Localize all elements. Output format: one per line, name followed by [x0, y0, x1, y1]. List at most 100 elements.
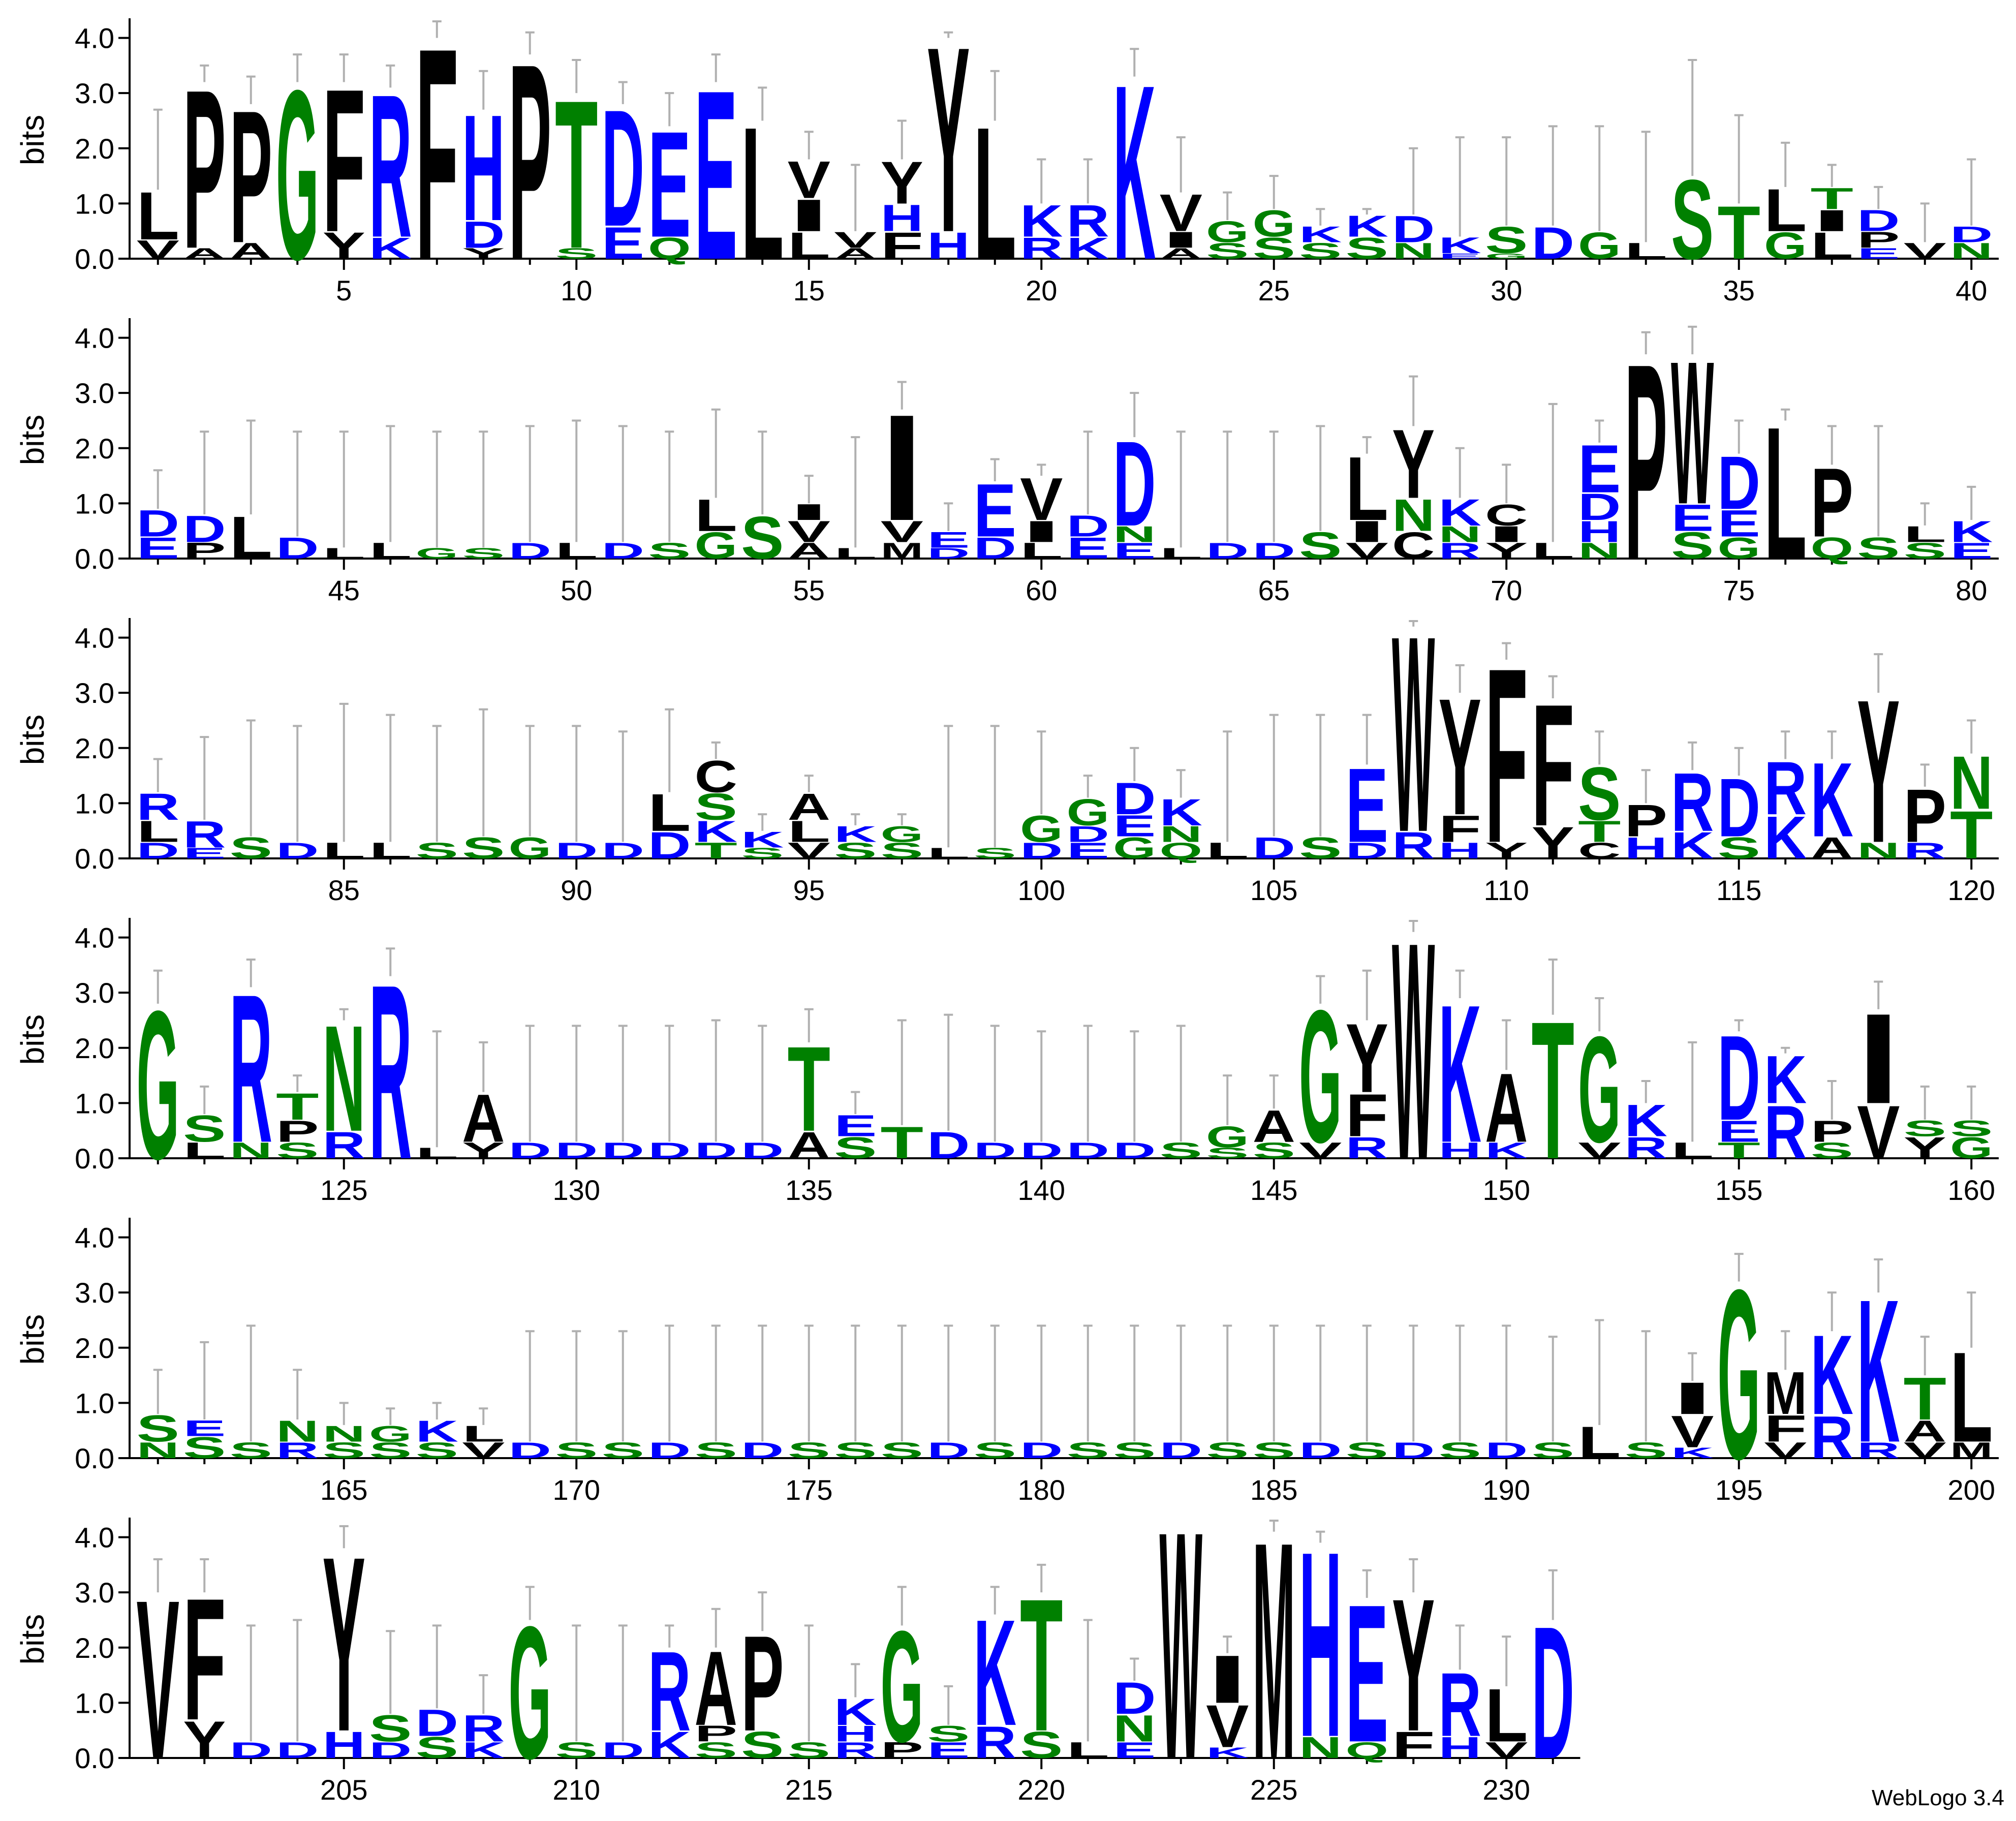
letter-S-pos-136: S	[834, 1131, 877, 1165]
letter-glyph: L	[369, 538, 412, 564]
logo-column-52: S	[648, 430, 691, 564]
letter-glyph: E	[1718, 503, 1760, 545]
logo-column-219: RK	[974, 1586, 1016, 1768]
letter-R-pos-116: R	[1764, 746, 1807, 830]
letter-L-pos-19: L	[974, 88, 1016, 299]
logo-column-19: L	[974, 70, 1016, 299]
letter-glyph: Y	[183, 1710, 226, 1770]
letter-E-pos-74: E	[1671, 497, 1714, 539]
y-tick-label: 3.0	[75, 977, 114, 1009]
letter-T-pos-93: T	[695, 838, 737, 863]
letter-glyph: F	[1346, 1082, 1388, 1149]
letter-L-pos-200: L	[1950, 1325, 1993, 1469]
letter-R-pos-69: R	[1439, 538, 1481, 564]
x-tick-label: 35	[1723, 274, 1755, 306]
logo-column-73: P	[1625, 306, 1667, 619]
letter-V-pos-199: V	[1904, 1438, 1946, 1463]
logo-column-74: SEW	[1671, 319, 1714, 567]
letter-G-pos-209: G	[509, 1587, 551, 1799]
letter-glyph: D	[1160, 1438, 1202, 1463]
letter-glyph: D	[1253, 831, 1295, 865]
letter-glyph: L	[788, 225, 830, 267]
letter-E-pos-75: E	[1718, 503, 1760, 545]
letter-D-pos-207: D	[416, 1702, 458, 1744]
logo-column-104: L	[1206, 730, 1249, 863]
letter-M-pos-57: M	[881, 538, 923, 564]
letter-glyph: K	[1439, 491, 1481, 534]
y-axis-label: bits	[14, 115, 51, 166]
x-tick-label: 185	[1250, 1474, 1297, 1506]
letter-glyph: D	[741, 1438, 784, 1463]
letter-glyph: L	[462, 1422, 505, 1447]
letter-G-pos-100: G	[1020, 808, 1063, 850]
letter-glyph: Y	[1904, 1131, 1946, 1165]
letter-K-pos-103: K	[1160, 791, 1202, 834]
letter-glyph: D	[276, 1738, 319, 1763]
letter-P-pos-73: P	[1625, 306, 1667, 619]
letter-glyph: S	[1439, 1438, 1481, 1463]
x-tick-label: 160	[1948, 1174, 1995, 1206]
letter-glyph: E	[1578, 431, 1621, 507]
letter-glyph: H	[1439, 838, 1481, 863]
letter-E-pos-72: E	[1578, 431, 1621, 507]
letter-glyph: D	[369, 1738, 412, 1763]
letter-glyph: H	[881, 197, 923, 239]
logo-column-51: D	[602, 425, 644, 564]
letter-glyph: H	[1439, 1731, 1481, 1765]
logo-column-87: S	[416, 725, 458, 863]
letter-glyph: L	[1811, 225, 1853, 267]
letter-K-pos-194: K	[1671, 1444, 1714, 1461]
logo-column-98: L	[927, 725, 970, 861]
letter-K-pos-20: K	[1020, 196, 1063, 246]
letter-T-pos-155: T	[1718, 1138, 1760, 1163]
letter-glyph: P	[1811, 1115, 1853, 1148]
logo-column-132: D	[648, 1025, 691, 1163]
letter-glyph: S	[741, 505, 784, 572]
letter-glyph: L	[416, 1145, 458, 1161]
letter-glyph: R	[1671, 756, 1714, 849]
letter-P-pos-124: P	[276, 1115, 319, 1148]
logo-column-22: K	[1113, 33, 1156, 312]
letter-glyph: S	[695, 1438, 737, 1463]
x-tick-label: 195	[1715, 1474, 1762, 1506]
logo-column-15: LIV	[788, 131, 830, 267]
y-tick-label: 1.0	[75, 787, 114, 819]
letter-glyph: A	[230, 238, 272, 264]
letter-E-pos-62: E	[1113, 538, 1156, 564]
logo-column-34: S	[1671, 59, 1714, 283]
logo-column-57: MVI	[881, 381, 923, 564]
letter-K-pos-27: K	[1346, 209, 1388, 243]
letter-glyph: D	[1718, 441, 1760, 525]
logo-column-147: RFY	[1346, 969, 1388, 1165]
letter-N-pos-123: N	[230, 1138, 272, 1163]
logo-column-188: D	[1392, 1324, 1435, 1463]
letter-L-pos-85: L	[323, 838, 365, 863]
logo-column-115: SD	[1718, 747, 1760, 865]
letter-Y-pos-202: Y	[183, 1710, 226, 1770]
logo-column-66: S	[1299, 425, 1342, 567]
letter-V-pos-158: V	[1857, 1090, 1900, 1175]
letter-D-pos-129: D	[509, 1138, 551, 1163]
letter-glyph: D	[602, 538, 644, 564]
logo-column-12: QE	[648, 92, 691, 269]
letter-G-pos-4: G	[276, 40, 319, 310]
letter-glyph: Y	[1392, 1559, 1435, 1771]
letter-glyph: N	[1299, 1731, 1342, 1765]
letter-glyph: L	[137, 178, 179, 254]
letter-L-pos-33: L	[1625, 238, 1667, 264]
letter-A-pos-128: A	[462, 1080, 505, 1156]
letter-Y-pos-228: Y	[1392, 1559, 1435, 1771]
letter-glyph: S	[974, 1438, 1016, 1463]
letter-D-pos-206: D	[369, 1738, 412, 1763]
logo-column-160: GS	[1950, 1085, 1993, 1165]
x-tick-label: 65	[1258, 574, 1290, 606]
letter-D-pos-64: D	[1206, 538, 1249, 564]
logo-column-129: D	[509, 1025, 551, 1163]
logo-column-23: AIV	[1160, 136, 1202, 262]
logo-column-82: ER	[183, 736, 226, 861]
letter-G-pos-32: G	[1578, 225, 1621, 267]
logo-column-27: SK	[1346, 208, 1388, 265]
letter-I-pos-55: I	[788, 500, 830, 525]
x-tick-label: 115	[1716, 874, 1761, 906]
